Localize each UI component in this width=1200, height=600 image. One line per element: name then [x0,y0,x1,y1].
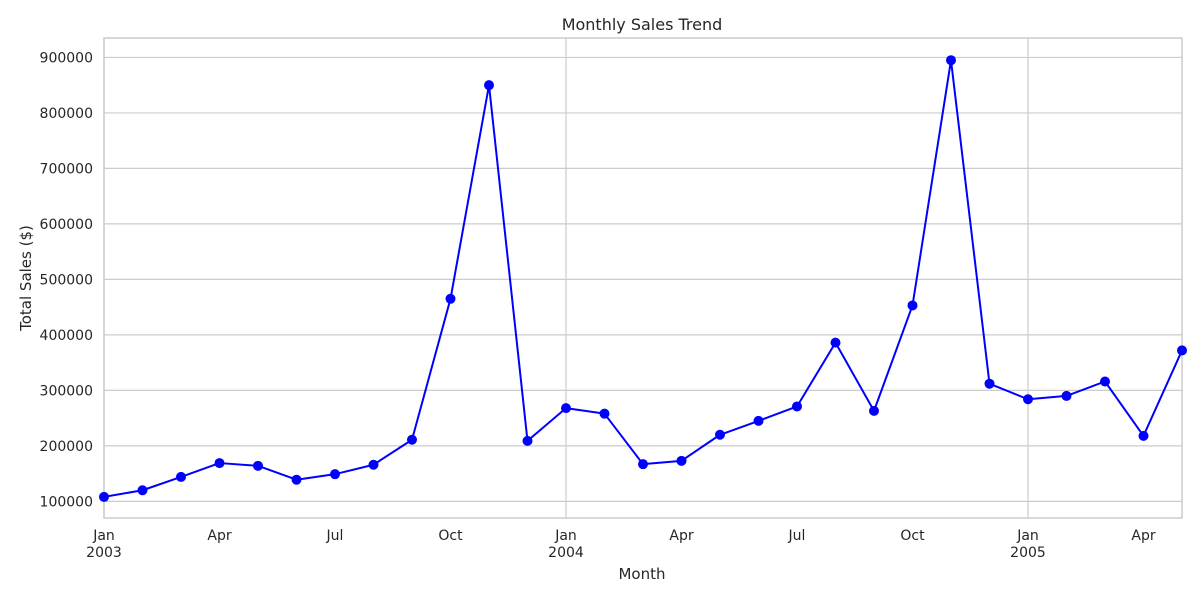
y-tick-label: 200000 [40,439,93,455]
data-point [753,415,764,426]
data-point [792,401,802,412]
series-sales [99,55,1187,502]
data-point [1061,390,1072,401]
data-point [676,455,687,466]
data-point [407,434,417,445]
y-axis-label: Total Sales ($) [17,225,35,332]
data-point [99,491,109,502]
x-tick-label: Jan [92,528,115,544]
x-tick-label: Jan [554,528,577,544]
data-point [561,403,571,414]
chart-title: Monthly Sales Trend [562,15,723,34]
x-tick-label: Apr [669,528,693,544]
data-point [1023,394,1033,405]
data-point [869,405,879,416]
x-tick-label: Jan [1016,528,1039,544]
data-point [484,80,494,91]
data-point [445,293,456,304]
data-point [1100,376,1110,387]
data-point [830,337,841,348]
x-tick-label: Oct [900,528,925,544]
data-point [638,459,648,470]
y-tick-label: 500000 [40,272,93,288]
data-point [984,378,995,389]
x-tick-year-label: 2003 [86,545,122,561]
x-tick-year-label: 2004 [548,545,584,561]
x-tick-label: Apr [207,528,231,544]
data-point [368,459,379,470]
y-tick-label: 300000 [40,383,93,399]
data-point [253,460,263,471]
y-tick-labels: 100000 200000 300000 400000 500000 600000 7000… [40,50,93,510]
grid [103,38,1182,518]
y-tick-label: 600000 [40,217,93,233]
data-point [522,435,533,446]
data-point [176,471,186,482]
data-point [946,55,956,66]
data-point [291,474,302,485]
data-point [137,485,148,496]
data-point [599,408,610,419]
x-axis-label: Month [618,565,665,583]
plot-frame [103,37,1183,519]
data-point [715,429,725,440]
y-tick-label: 100000 [40,494,93,510]
x-tick-year-label: 2005 [1010,545,1046,561]
x-tick-label: Apr [1131,528,1155,544]
y-tick-label: 900000 [40,50,93,66]
data-point [907,300,918,311]
series-line [103,59,1183,498]
data-point [214,458,225,469]
data-point [1138,430,1149,441]
y-tick-label: 800000 [40,106,93,122]
data-point [1177,345,1187,356]
y-tick-label: 400000 [40,328,93,344]
y-tick-label: 700000 [40,161,93,177]
x-tick-label: Oct [438,528,463,544]
data-point [330,469,340,480]
x-tick-label: Jul [326,528,344,544]
x-tick-label: Jul [788,528,806,544]
